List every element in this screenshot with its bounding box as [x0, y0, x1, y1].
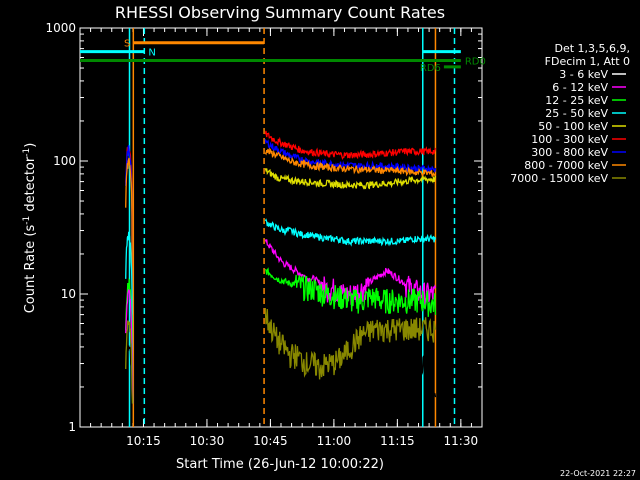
series-line	[264, 267, 437, 317]
legend-entry: 50 - 100 keV	[538, 120, 608, 133]
y-tick-label: 1	[68, 420, 76, 434]
legend-entry: 12 - 25 keV	[545, 94, 608, 107]
count-rate-series	[125, 130, 437, 405]
y-tick-label: 10	[61, 287, 76, 301]
spike-line	[125, 231, 134, 404]
y-axis-label: Count Rate (s-1 detector-1)	[22, 143, 38, 314]
x-tick-label: 11:15	[380, 434, 415, 448]
flag-label: RD0	[465, 56, 486, 67]
spike-line	[125, 288, 134, 404]
time-markers	[128, 28, 456, 427]
plot-axes: 1 10 100 1000 10:15 10:30 10:45 11:00 11:15 11:30	[45, 21, 483, 448]
series-line	[264, 168, 437, 190]
x-tick-label: 10:30	[190, 434, 225, 448]
legend-entry: 100 - 300 keV	[531, 133, 608, 146]
legend-entry: 6 - 12 keV	[552, 81, 608, 94]
flag-label: S	[124, 39, 130, 50]
timestamp: 22-Oct-2021 22:27	[560, 469, 636, 478]
chart-title: RHESSI Observing Summary Count Rates	[115, 3, 445, 22]
legend: Det 1,3,5,6,9,FDecim 1, Att 03 - 6 keV6 …	[510, 42, 630, 185]
spike-line	[125, 157, 134, 404]
series-line	[264, 147, 436, 177]
legend-entry: 3 - 6 keV	[559, 68, 608, 81]
series-line	[264, 239, 437, 309]
series-line	[264, 307, 437, 380]
series-line	[264, 130, 437, 160]
legend-entry: 25 - 50 keV	[545, 107, 608, 120]
x-axis-label: Start Time (26-Jun-12 10:00:22)	[176, 457, 384, 472]
x-tick-label: 11:30	[444, 434, 479, 448]
y-tick-label: 1000	[45, 21, 76, 35]
legend-entry: 300 - 800 keV	[531, 146, 608, 159]
attenuator-flags: S N RD0 RD6	[80, 39, 486, 74]
y-tick-label: 100	[53, 154, 76, 168]
legend-entry: 7000 - 15000 keV	[510, 172, 608, 185]
legend-header: Det 1,3,5,6,9,	[554, 42, 630, 55]
series-line	[264, 230, 437, 398]
flag-label: N	[148, 48, 155, 59]
spike-line	[125, 320, 134, 404]
x-tick-label: 10:15	[126, 434, 161, 448]
series-line	[264, 218, 437, 247]
x-tick-label: 11:00	[317, 434, 352, 448]
flag-label: RD6	[420, 63, 441, 74]
x-tick-label: 10:45	[253, 434, 288, 448]
legend-entry: 800 - 7000 keV	[524, 159, 608, 172]
legend-header: FDecim 1, Att 0	[545, 55, 630, 68]
series-line	[264, 139, 437, 175]
